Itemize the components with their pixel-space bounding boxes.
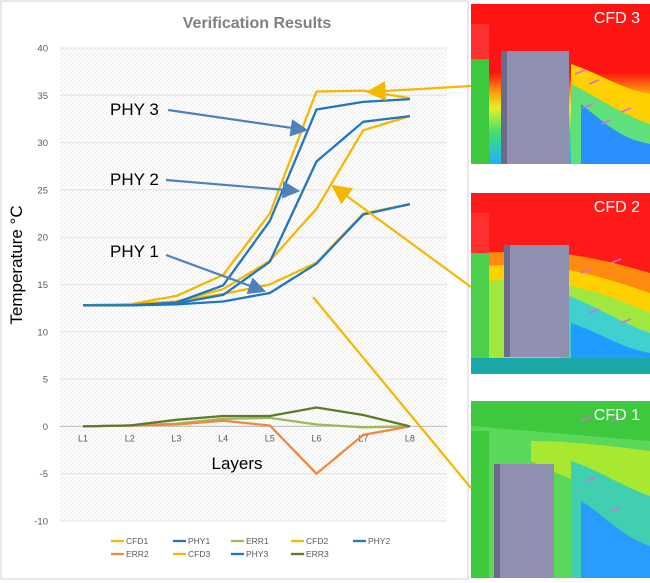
chart-panel: -10 -5 0 5 10 15 20 25 30 35 40 L1 L2 L3 L4 L5 L6 L7 L8 V… — [0, 0, 469, 580]
y-tick-label: 20 — [37, 233, 48, 244]
cfd3-label: CFD 3 — [593, 10, 640, 27]
x-tick-label: L3 — [171, 433, 181, 443]
x-tick-label: L6 — [311, 433, 321, 443]
legend-item: ERR2 — [126, 549, 149, 559]
series-line-cfd3 — [82, 89, 411, 307]
y-axis-title: Temperature °C — [7, 205, 26, 324]
x-tick-label: L5 — [265, 433, 275, 443]
y-tick-label: 25 — [37, 185, 48, 196]
legend-item: CFD2 — [306, 536, 328, 546]
legend-item: CFD1 — [126, 536, 148, 546]
y-tick-label: 35 — [37, 91, 48, 102]
x-tick-label: L2 — [125, 433, 135, 443]
legend-item: PHY3 — [246, 549, 268, 559]
cfd2-image: CFD 2 — [471, 193, 650, 374]
x-tick-label: L4 — [218, 433, 228, 443]
cfd1-label: CFD 1 — [593, 407, 640, 424]
annotation-phy2: PHY 2 — [110, 170, 159, 189]
legend-item: ERR3 — [306, 549, 329, 559]
y-tick-label: 0 — [43, 422, 48, 433]
series-line-phy3 — [83, 97, 410, 307]
annotation-arrow-phy2 — [165, 178, 301, 199]
cfd3-image: CFD 3 — [471, 4, 650, 164]
legend-item: PHY2 — [368, 536, 390, 546]
y-tick-label: 30 — [37, 138, 48, 149]
legend: CFD1 PHY1 ERR1 CFD2 PHY2 ERR2 CFD3 PHY3 ERR3 — [111, 536, 390, 559]
annotation-arrow-phy1 — [165, 253, 267, 294]
annotation-phy1: PHY 1 — [110, 242, 159, 261]
annotation-arrow-phy3 — [167, 108, 309, 137]
chart-title: Verification Results — [183, 15, 332, 32]
cfd2-label: CFD 2 — [593, 199, 640, 216]
legend-item: CFD3 — [188, 549, 210, 559]
x-axis-title: Layers — [211, 454, 262, 473]
y-tick-label: 10 — [37, 327, 48, 338]
y-tick-label: 40 — [37, 44, 48, 55]
y-tick-label: 15 — [37, 280, 48, 291]
legend-item: PHY1 — [188, 536, 210, 546]
annotation-phy3: PHY 3 — [110, 100, 159, 119]
y-tick-label: -5 — [40, 469, 48, 480]
y-tick-labels: -10 -5 0 5 10 15 20 25 30 35 40 — [34, 44, 48, 528]
cfd1-image: CFD 1 — [471, 401, 650, 578]
x-tick-label: L8 — [405, 433, 415, 443]
y-tick-label: -10 — [34, 517, 48, 528]
legend-item: ERR1 — [246, 536, 269, 546]
x-tick-label: L1 — [78, 433, 88, 443]
y-tick-label: 5 — [43, 375, 48, 386]
